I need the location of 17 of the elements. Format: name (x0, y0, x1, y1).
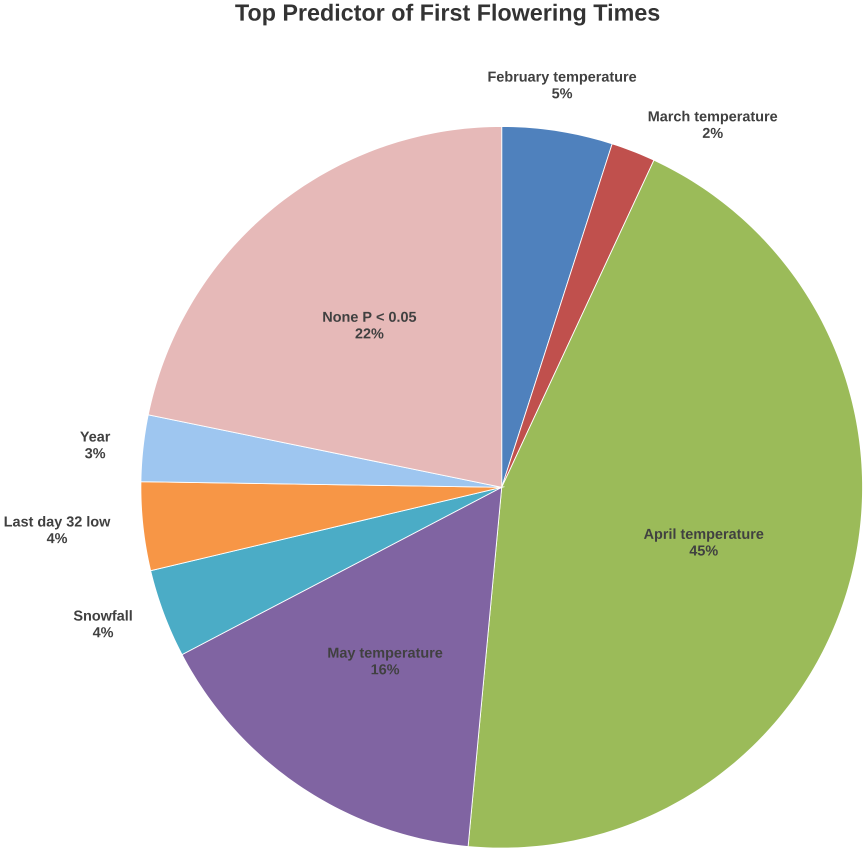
data-label: 22% (355, 328, 384, 339)
slice-label: March temperature (648, 111, 778, 124)
slice-label: February temperature (488, 71, 636, 85)
data-label: 16% (372, 664, 400, 675)
slice-label: April temperature (644, 528, 764, 542)
data-label: 3% (85, 448, 106, 459)
data-label: 5% (552, 88, 572, 99)
data-label: 4% (46, 533, 68, 544)
chart-title: Top Predictor of First Flowering Times (235, 4, 660, 26)
slice-label: None P < 0.05 (323, 312, 416, 322)
data-label: 2% (702, 128, 723, 138)
data-label: 4% (92, 627, 114, 638)
data-label: 45% (690, 546, 718, 556)
slice-label: May temperature (328, 648, 442, 661)
slice-label: Last day 32 low (4, 516, 110, 530)
slice-label: Snowfall (74, 610, 132, 621)
slice-label: Year (80, 432, 110, 442)
